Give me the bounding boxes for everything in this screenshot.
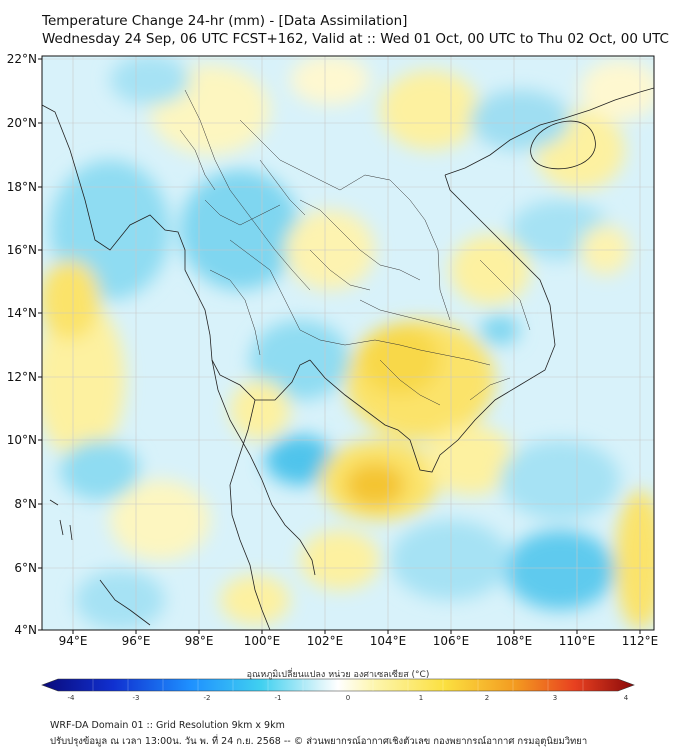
lon-label: 98°E — [185, 634, 214, 648]
colorbar-tick: -3 — [133, 694, 140, 702]
colorbar-ticks: -4 -3 -2 -1 0 1 2 3 4 — [68, 694, 629, 702]
lon-label: 100°E — [244, 634, 281, 648]
colorbar-segments — [92, 679, 584, 691]
colorbar-tick: 4 — [624, 694, 629, 702]
lat-label: 18°N — [7, 180, 37, 194]
lon-label: 110°E — [559, 634, 596, 648]
lon-label: 112°E — [622, 634, 659, 648]
lat-label: 16°N — [7, 243, 37, 257]
lon-label: 108°E — [496, 634, 533, 648]
colorbar-tick: -4 — [68, 694, 76, 702]
footer-line-2: ปรับปรุงข้อมูล ณ เวลา 13:00น. วัน พ. ที่… — [50, 736, 588, 747]
lat-label: 4°N — [14, 623, 37, 637]
title-line-1: Temperature Change 24-hr (mm) - [Data As… — [42, 13, 408, 29]
colorbar-tick: 1 — [419, 694, 423, 702]
colorbar-tick: 3 — [553, 694, 557, 702]
lat-labels: 22°N 20°N 18°N 16°N 14°N 12°N 10°N 8°N 6… — [7, 52, 37, 637]
colorbar-label: อุณหภูมิเปลี่ยนแปลง หน่วย องศาเซลเซียส (… — [246, 670, 430, 680]
colorbar-tick: -1 — [275, 694, 282, 702]
lon-label: 96°E — [122, 634, 151, 648]
lon-label: 102°E — [307, 634, 344, 648]
lat-label: 12°N — [7, 370, 37, 384]
lat-label: 6°N — [14, 561, 37, 575]
lat-label: 22°N — [7, 52, 37, 66]
title-line-2: Wednesday 24 Sep, 06 UTC FCST+162, Valid… — [42, 31, 669, 47]
colorbar-tick: -2 — [204, 694, 211, 702]
lon-labels: 94°E 96°E 98°E 100°E 102°E 104°E 106°E 1… — [59, 634, 659, 648]
lat-label: 8°N — [14, 497, 37, 511]
plot-frame — [41, 55, 655, 631]
admin-borders — [179, 89, 531, 406]
colorbar: -4 -3 -2 -1 0 1 2 3 4 — [41, 678, 635, 702]
lat-label: 20°N — [7, 116, 37, 130]
coastlines — [42, 87, 654, 630]
lon-tick-marks — [72, 630, 641, 634]
lat-tick-marks — [38, 58, 42, 631]
lon-label: 94°E — [59, 634, 88, 648]
colorbar-bar — [41, 678, 635, 692]
colorbar-tick: 2 — [485, 694, 489, 702]
lon-label: 104°E — [370, 634, 407, 648]
lat-label: 14°N — [7, 306, 37, 320]
colorbar-tick: 0 — [346, 694, 350, 702]
map-title: Temperature Change 24-hr (mm) - [Data As… — [42, 12, 669, 48]
temperature-field — [42, 56, 654, 630]
gridlines — [42, 56, 654, 630]
footer-line-1: WRF-DA Domain 01 :: Grid Resolution 9km … — [50, 720, 285, 731]
lat-label: 10°N — [7, 433, 37, 447]
lon-label: 106°E — [433, 634, 470, 648]
